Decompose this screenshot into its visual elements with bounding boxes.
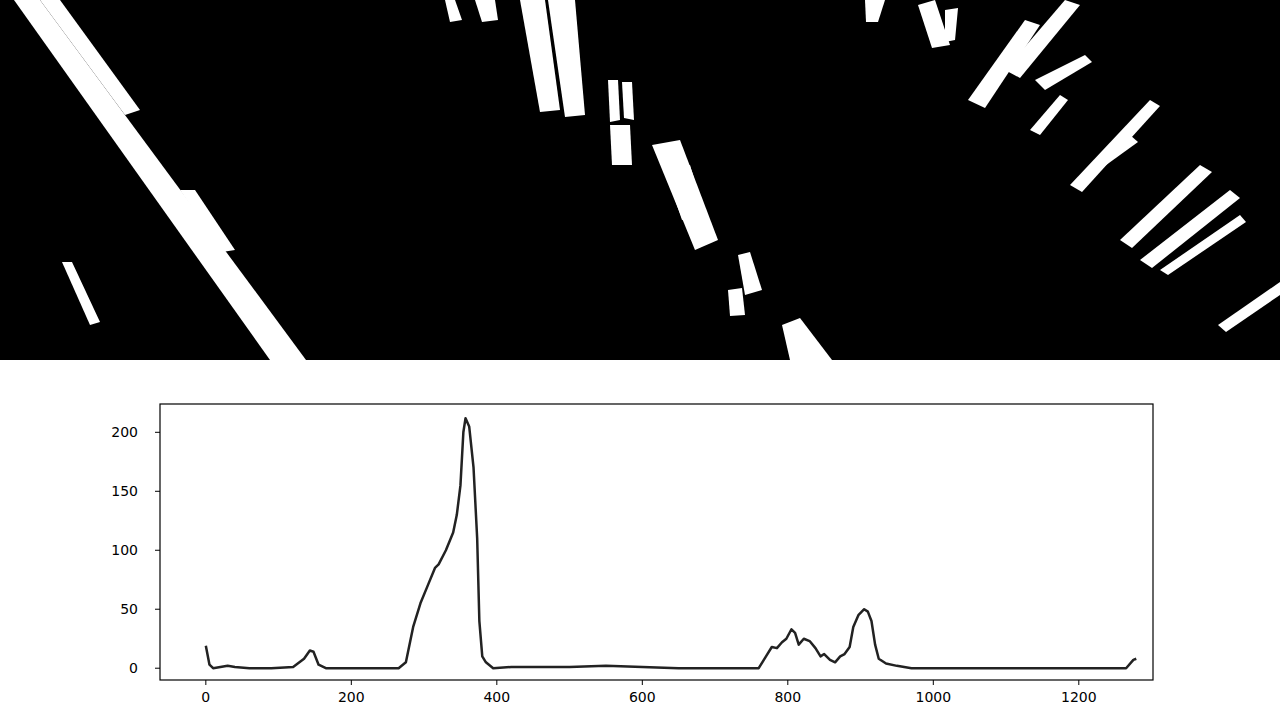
lane-pixels <box>180 190 235 252</box>
y-tick <box>155 668 160 669</box>
x-tick <box>787 680 788 685</box>
x-tick <box>933 680 934 685</box>
lane-pixels <box>1120 165 1212 248</box>
lane-pixels <box>14 0 306 360</box>
y-tick <box>155 609 160 610</box>
x-tick <box>642 680 643 685</box>
lane-pixels <box>548 0 585 117</box>
lane-pixels <box>782 318 832 360</box>
x-tick <box>1078 680 1079 685</box>
x-tick-label: 1200 <box>1061 689 1097 705</box>
page: 0 200 400 600 800 1000 1200 0 50 100 150 200 <box>0 0 1280 720</box>
plot-frame <box>160 404 1153 680</box>
x-tick-label: 0 <box>201 689 210 705</box>
x-tick-label: 1000 <box>915 689 951 705</box>
x-tick <box>205 680 206 685</box>
x-tick-label: 600 <box>629 689 656 705</box>
y-tick-label: 150 <box>111 483 138 499</box>
y-tick <box>155 550 160 551</box>
lane-pixels <box>1030 95 1068 135</box>
plot-area <box>160 404 1153 680</box>
lane-pixels <box>622 82 634 120</box>
lane-pixels <box>608 80 620 122</box>
binary-image <box>0 0 1280 360</box>
x-tick-label: 400 <box>483 689 510 705</box>
image-background <box>0 0 1280 360</box>
y-tick <box>155 432 160 433</box>
lane-pixels <box>1035 55 1092 90</box>
lane-pixels <box>445 0 462 22</box>
lane-pixels <box>945 8 958 42</box>
x-tick <box>496 680 497 685</box>
lane-pixels <box>610 125 632 165</box>
histogram-line <box>206 418 1136 668</box>
x-tick-label: 200 <box>338 689 365 705</box>
lane-pixels <box>40 0 140 115</box>
lane-pixels <box>665 165 705 220</box>
y-tick-label: 0 <box>129 660 138 676</box>
lane-pixels <box>1218 282 1280 332</box>
y-tick-label: 200 <box>111 424 138 440</box>
lane-pixels <box>1095 135 1138 168</box>
lane-pixels <box>475 0 498 22</box>
y-tick-label: 50 <box>120 601 138 617</box>
lane-pixels <box>1160 215 1246 275</box>
x-tick <box>351 680 352 685</box>
plot-marks <box>206 418 1136 668</box>
lane-pixels <box>652 140 718 250</box>
lane-pixels <box>865 0 885 22</box>
x-tick-label: 800 <box>774 689 801 705</box>
y-tick <box>155 491 160 492</box>
lane-pixels <box>728 288 745 316</box>
lane-pixels <box>62 262 100 325</box>
lane-pixels <box>1070 100 1160 192</box>
y-tick-label: 100 <box>111 542 138 558</box>
